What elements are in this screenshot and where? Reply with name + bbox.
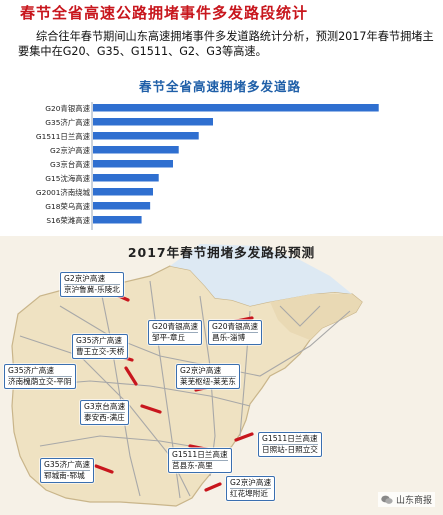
bar-chart: G20青银高速 G35济广高速 G1511日兰高速 G2京沪高速 G3京台高速 G15沈海…	[36, 102, 379, 230]
bar	[93, 216, 142, 224]
callout-g20-east: G20青银高速 昌乐-淄博	[208, 320, 262, 345]
route-g35-yuncheng	[94, 464, 114, 474]
callout-g20-west: G20青银高速 邹平-章丘	[148, 320, 202, 345]
callout-g2-laiwu: G2京沪高速 莱芜枢纽-莱芜东	[176, 364, 240, 389]
callout-g3-taian: G3京台高速 泰安西-满庄	[80, 400, 130, 425]
bar	[93, 202, 151, 210]
watermark: 山东商报	[377, 492, 435, 507]
callout-g1511-juxian: G1511日兰高速 莒县东-高里	[168, 448, 232, 473]
bar	[93, 174, 159, 182]
callout-g1511-rizhao: G1511日兰高速 日照站-日照立交	[258, 432, 322, 457]
callout-g35-south: G35济广高速 济南槐荫立交-平阴	[4, 364, 76, 389]
bar-chart-panel: 春节全省高速拥堵多发道路 G20青银高速 G35济广高速 G1511日兰高速 G2京沪…	[18, 76, 422, 230]
bar	[93, 146, 179, 154]
route-g1511-rizhao	[234, 432, 254, 442]
callout-g35-yuncheng: G35济广高速 郓城南-郓城	[40, 458, 94, 483]
category-label: G2京沪高速	[50, 146, 91, 155]
chart-title: 春节全省高速拥堵多发道路	[138, 79, 301, 94]
route-g35-south	[124, 366, 138, 386]
callout-g2-hongfei: G2京沪高速 红花埠附近	[226, 476, 276, 501]
route-g3-taian	[140, 404, 162, 414]
sea-area	[170, 244, 352, 306]
intro-paragraph: 综合往年春节期间山东高速拥堵事件多发道路统计分析，预测2017年春节拥堵主要集中…	[18, 30, 434, 58]
wechat-icon	[381, 495, 393, 504]
category-label: G18荣乌高速	[45, 202, 90, 211]
map-panel: 2017年春节拥堵多发路段预测 G2京沪高速 京沪鲁冀-乐陵北 G20青银高速 …	[0, 236, 443, 515]
callout-g35-north: G35济广高速 曹王立交-天桥	[72, 334, 129, 359]
peninsula-area	[270, 294, 362, 340]
category-label: G2001济南绕城	[36, 188, 91, 197]
category-label: G20青银高速	[45, 104, 90, 113]
callout-g2-north: G2京沪高速 京沪鲁冀-乐陵北	[60, 272, 124, 297]
route-g2-hongfei	[204, 482, 222, 492]
category-label: G3京台高速	[50, 160, 91, 169]
bar	[93, 118, 213, 126]
bar	[93, 104, 379, 112]
watermark-text: 山东商报	[395, 496, 432, 506]
bar	[93, 188, 153, 196]
map-title: 2017年春节拥堵多发路段预测	[127, 245, 316, 260]
category-label: S16荣潍高速	[46, 216, 90, 225]
category-label: G35济广高速	[45, 118, 90, 127]
bar	[93, 160, 173, 168]
bar	[93, 132, 199, 140]
category-label: G15沈海高速	[45, 174, 90, 183]
headline: 春节全省高速公路拥堵事件多发路段统计	[20, 4, 309, 22]
category-label: G1511日兰高速	[36, 132, 91, 141]
